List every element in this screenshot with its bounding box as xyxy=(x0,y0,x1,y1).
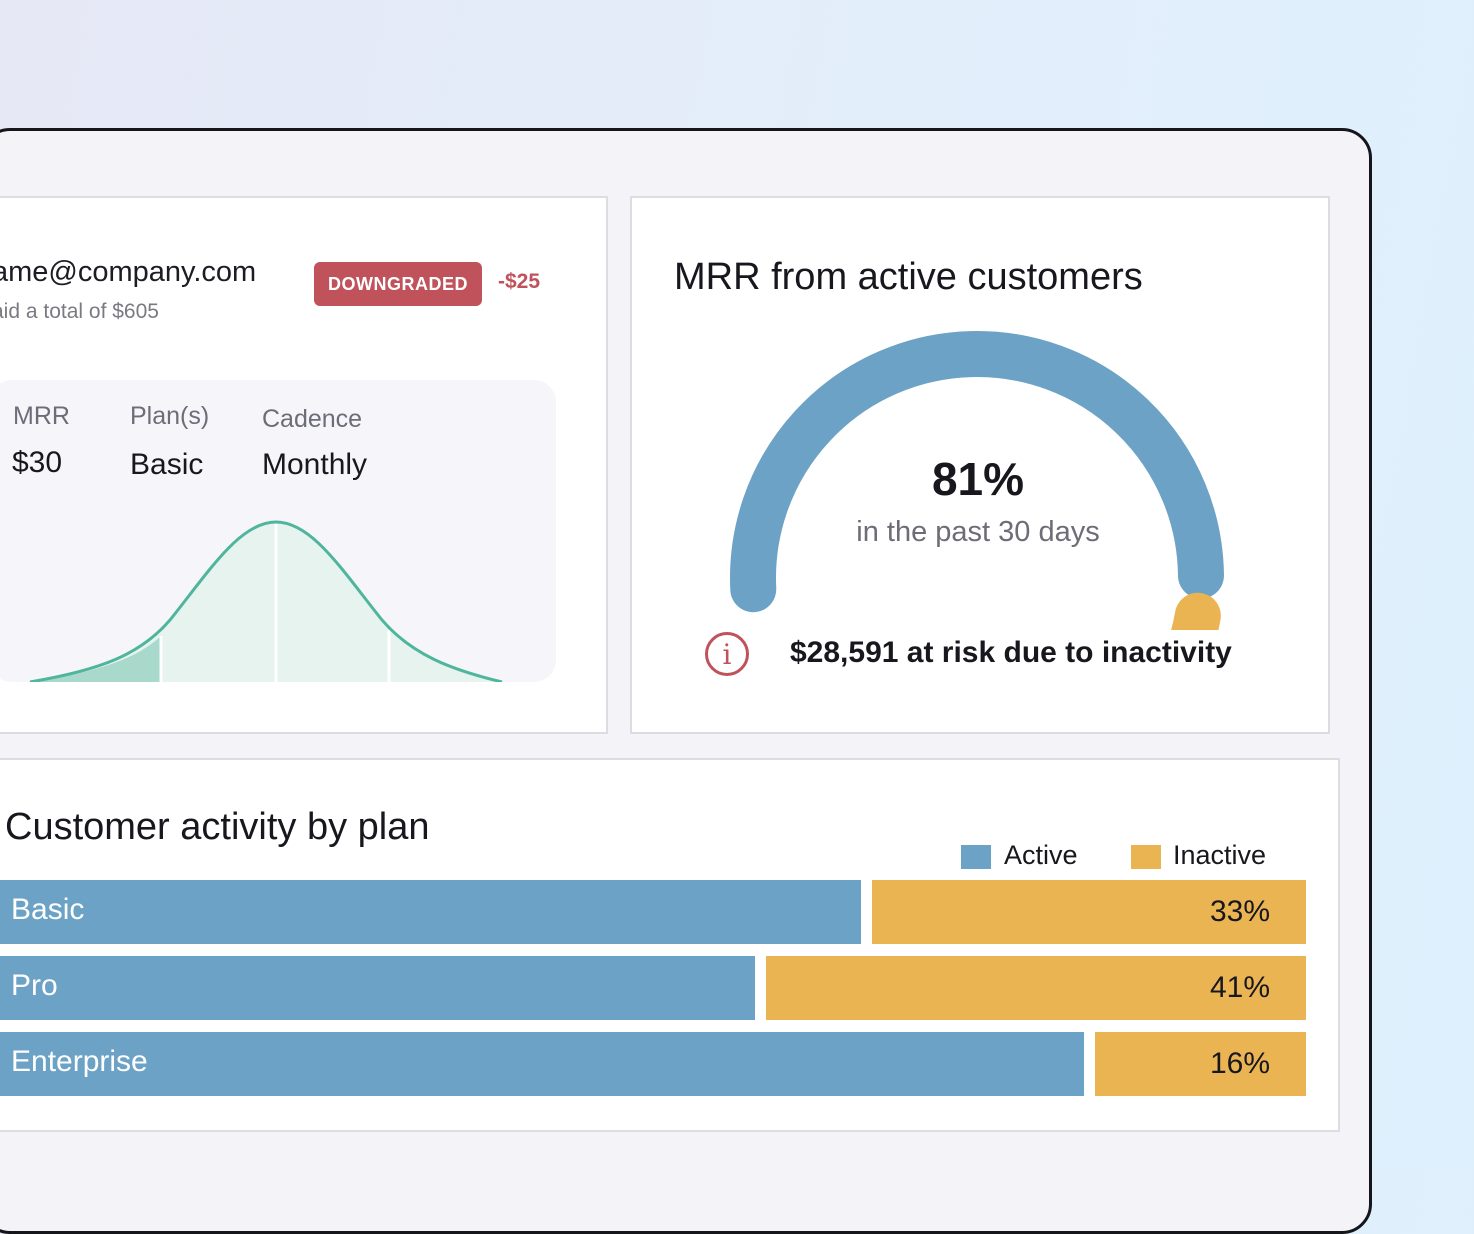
stat-label-cadence: Cadence xyxy=(262,405,363,433)
mrr-title: MRR from active customers xyxy=(674,256,1143,298)
bar-active-basic[interactable]: Basic xyxy=(0,880,861,944)
mrr-change: -$25 xyxy=(498,270,541,293)
legend-swatch-active xyxy=(961,845,991,869)
mrr-gauge xyxy=(730,331,1224,630)
gauge-period: in the past 30 days xyxy=(856,516,1100,548)
legend-label-active: Active xyxy=(1004,840,1078,870)
bar-inactive-enterprise[interactable]: 16% xyxy=(1095,1032,1306,1096)
legend-swatch-inactive xyxy=(1131,845,1161,869)
activity-title: Customer activity by plan xyxy=(5,806,430,848)
stat-value-plan: Basic xyxy=(130,448,204,481)
plan-card xyxy=(0,380,556,682)
gauge-percent: 81% xyxy=(931,453,1025,505)
bar-value-label: 33% xyxy=(1209,895,1270,928)
curve-line xyxy=(29,520,503,682)
info-icon[interactable]: i xyxy=(705,632,749,676)
stat-value-mrr: $30 xyxy=(12,446,63,479)
legend-label-inactive: Inactive xyxy=(1173,840,1267,870)
bar-label: Enterprise xyxy=(11,1045,148,1078)
bar-inactive-basic[interactable]: 33% xyxy=(872,880,1306,944)
bar-value-label: 16% xyxy=(1209,1047,1270,1080)
bar-label: Pro xyxy=(11,969,58,1002)
bar-label: Basic xyxy=(11,893,85,926)
bar-inactive-pro[interactable]: 41% xyxy=(766,956,1306,1020)
customer-email[interactable]: ame@company.com xyxy=(0,256,257,288)
stat-value-cadence: Monthly xyxy=(262,448,368,481)
bar-active-pro[interactable]: Pro xyxy=(0,956,755,1020)
stat-label-mrr: MRR xyxy=(13,402,70,430)
stat-label-plan: Plan(s) xyxy=(130,402,210,430)
gauge-inactive-arc xyxy=(1171,592,1221,630)
risk-summary: $28,591 at risk due to inactivity xyxy=(790,636,1232,669)
bar-active-enterprise[interactable]: Enterprise xyxy=(0,1032,1084,1096)
status-badge: DOWNGRADED xyxy=(314,262,482,306)
gauge-active-arc xyxy=(730,331,1224,613)
customer-total-paid: aid a total of $605 xyxy=(0,300,159,323)
curve-fill-highlight xyxy=(30,636,161,682)
bar-value-label: 41% xyxy=(1209,971,1270,1004)
distribution-curve xyxy=(29,520,503,682)
